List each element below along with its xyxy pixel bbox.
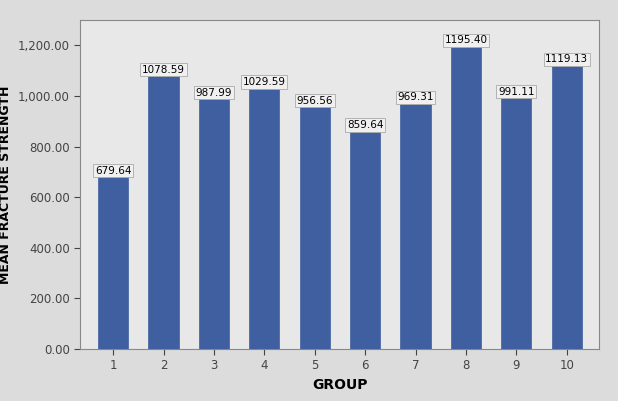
Bar bbox=[350, 132, 380, 349]
Bar bbox=[98, 177, 128, 349]
Text: 1119.13: 1119.13 bbox=[545, 55, 588, 65]
Bar bbox=[199, 99, 229, 349]
Bar bbox=[552, 66, 582, 349]
X-axis label: GROUP: GROUP bbox=[312, 378, 368, 392]
Y-axis label: MEAN FRACTURE STRENGTH: MEAN FRACTURE STRENGTH bbox=[0, 85, 12, 284]
Text: 1078.59: 1078.59 bbox=[142, 65, 185, 75]
Bar bbox=[400, 104, 431, 349]
Bar bbox=[148, 76, 179, 349]
Text: 859.64: 859.64 bbox=[347, 120, 383, 130]
Bar bbox=[300, 107, 330, 349]
Text: 1195.40: 1195.40 bbox=[444, 35, 488, 45]
Bar bbox=[249, 89, 279, 349]
Text: 679.64: 679.64 bbox=[95, 166, 132, 176]
Bar bbox=[501, 98, 531, 349]
Text: 991.11: 991.11 bbox=[498, 87, 535, 97]
Bar bbox=[451, 47, 481, 349]
Text: 1029.59: 1029.59 bbox=[243, 77, 286, 87]
Text: 969.31: 969.31 bbox=[397, 92, 434, 102]
Text: 987.99: 987.99 bbox=[196, 87, 232, 97]
Text: 956.56: 956.56 bbox=[297, 95, 333, 105]
